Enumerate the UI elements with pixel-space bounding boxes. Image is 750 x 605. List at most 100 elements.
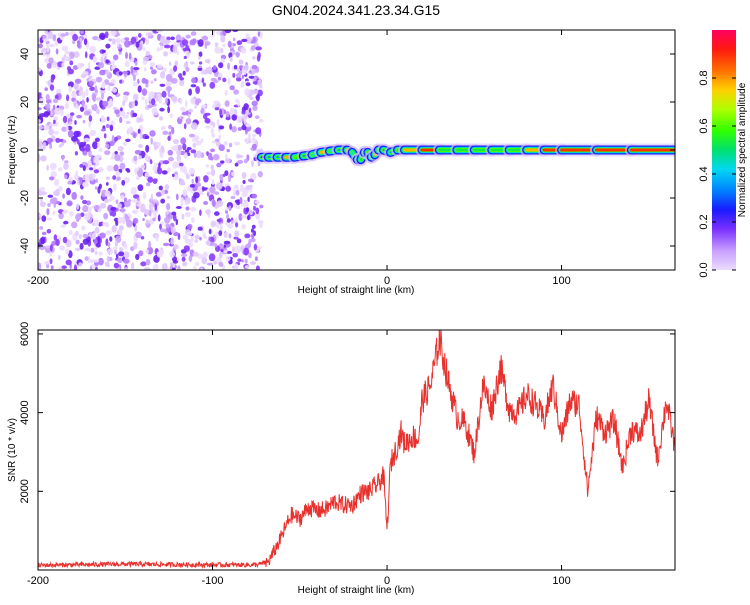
noise-blob bbox=[104, 31, 109, 39]
noise-blob bbox=[150, 66, 153, 70]
noise-blob bbox=[88, 80, 94, 87]
noise-blob bbox=[112, 175, 117, 180]
noise-blob bbox=[110, 156, 114, 160]
noise-blob bbox=[75, 230, 79, 236]
noise-blob bbox=[124, 200, 131, 208]
noise-blob bbox=[255, 94, 260, 102]
noise-blob bbox=[123, 258, 130, 264]
noise-blob bbox=[205, 67, 208, 75]
noise-blob bbox=[95, 266, 98, 270]
noise-blob bbox=[166, 36, 171, 41]
noise-blob bbox=[44, 87, 48, 91]
noise-blob bbox=[144, 98, 148, 106]
noise-blob bbox=[179, 77, 185, 81]
colorbar-tick-label: 0.4 bbox=[698, 166, 710, 181]
noise-blob bbox=[69, 121, 73, 125]
noise-blob bbox=[248, 132, 251, 139]
noise-blob bbox=[80, 73, 87, 78]
noise-blob bbox=[237, 154, 244, 158]
noise-blob bbox=[118, 251, 125, 257]
noise-blob bbox=[133, 241, 138, 250]
noise-blob bbox=[224, 90, 228, 96]
colorbar-tick-label: 0.2 bbox=[698, 214, 710, 229]
noise-blob bbox=[105, 43, 111, 49]
y-tick-label: 6000 bbox=[19, 322, 31, 346]
noise-blob bbox=[165, 97, 168, 105]
noise-blob bbox=[247, 196, 250, 202]
noise-blob bbox=[170, 36, 175, 41]
noise-blob bbox=[65, 125, 69, 132]
noise-blob bbox=[241, 38, 248, 43]
noise-blob bbox=[140, 164, 146, 169]
noise-blob bbox=[188, 88, 193, 96]
noise-blob bbox=[236, 199, 241, 206]
noise-blob bbox=[82, 234, 89, 238]
noise-blob bbox=[58, 144, 62, 148]
noise-blob bbox=[126, 169, 131, 173]
noise-blob bbox=[156, 47, 160, 52]
noise-blob bbox=[104, 150, 111, 156]
noise-blob bbox=[172, 139, 179, 145]
noise-blob bbox=[62, 139, 67, 144]
noise-blob bbox=[183, 245, 190, 252]
noise-blob bbox=[97, 142, 101, 149]
noise-blob bbox=[88, 115, 93, 122]
noise-blob bbox=[38, 262, 42, 270]
noise-blob bbox=[80, 30, 84, 35]
noise-blob bbox=[250, 45, 256, 51]
noise-blob bbox=[40, 155, 47, 162]
noise-blob bbox=[82, 181, 89, 188]
noise-blob bbox=[159, 223, 162, 230]
noise-blob bbox=[175, 218, 178, 226]
noise-blob bbox=[159, 228, 166, 233]
noise-blob bbox=[39, 113, 46, 118]
noise-blob bbox=[185, 50, 191, 59]
figure-title: GN04.2024.341.23.34.G15 bbox=[272, 2, 440, 18]
noise-blob bbox=[235, 189, 240, 196]
noise-blob bbox=[130, 187, 137, 195]
noise-blob bbox=[157, 214, 161, 222]
noise-blob bbox=[248, 252, 252, 259]
colorbar-tick-label: 0.8 bbox=[698, 70, 710, 85]
noise-blob bbox=[251, 143, 257, 150]
noise-blob bbox=[65, 259, 72, 266]
noise-blob bbox=[55, 88, 62, 94]
noise-blob bbox=[38, 125, 43, 130]
noise-blob bbox=[191, 178, 194, 184]
noise-blob bbox=[245, 185, 252, 191]
noise-blob bbox=[138, 167, 143, 175]
noise-blob bbox=[229, 56, 233, 62]
noise-blob bbox=[155, 235, 159, 242]
noise-blob bbox=[167, 88, 171, 96]
noise-blob bbox=[185, 173, 190, 180]
noise-blob bbox=[40, 197, 43, 203]
noise-blob bbox=[71, 191, 77, 200]
noise-blob bbox=[152, 178, 158, 185]
noise-blob bbox=[212, 65, 217, 71]
noise-blob bbox=[144, 37, 150, 45]
noise-blob bbox=[153, 78, 157, 82]
noise-blob bbox=[63, 220, 69, 225]
noise-blob bbox=[61, 62, 65, 68]
noise-blob bbox=[123, 243, 128, 250]
noise-blob bbox=[187, 113, 191, 118]
noise-blob bbox=[53, 234, 58, 241]
noise-blob bbox=[102, 100, 109, 107]
noise-blob bbox=[203, 201, 209, 205]
noise-blob bbox=[227, 77, 231, 86]
colorbar-ticks: 0.0 0.2 0.4 0.6 0.8 bbox=[698, 70, 736, 278]
noise-blob bbox=[138, 250, 144, 257]
noise-blob bbox=[215, 245, 221, 252]
snr-series-line bbox=[38, 330, 675, 570]
noise-blob bbox=[53, 119, 56, 124]
noise-blob bbox=[245, 128, 248, 135]
colorbar-tick-label: 0.0 bbox=[698, 262, 710, 277]
y-tick-label: 20 bbox=[19, 96, 31, 108]
noise-blob bbox=[64, 160, 69, 164]
noise-blob bbox=[58, 212, 64, 220]
noise-blob bbox=[92, 156, 100, 164]
noise-blob bbox=[38, 186, 46, 191]
noise-blob bbox=[111, 134, 115, 143]
noise-blob bbox=[244, 64, 249, 72]
noise-blob bbox=[118, 51, 122, 55]
